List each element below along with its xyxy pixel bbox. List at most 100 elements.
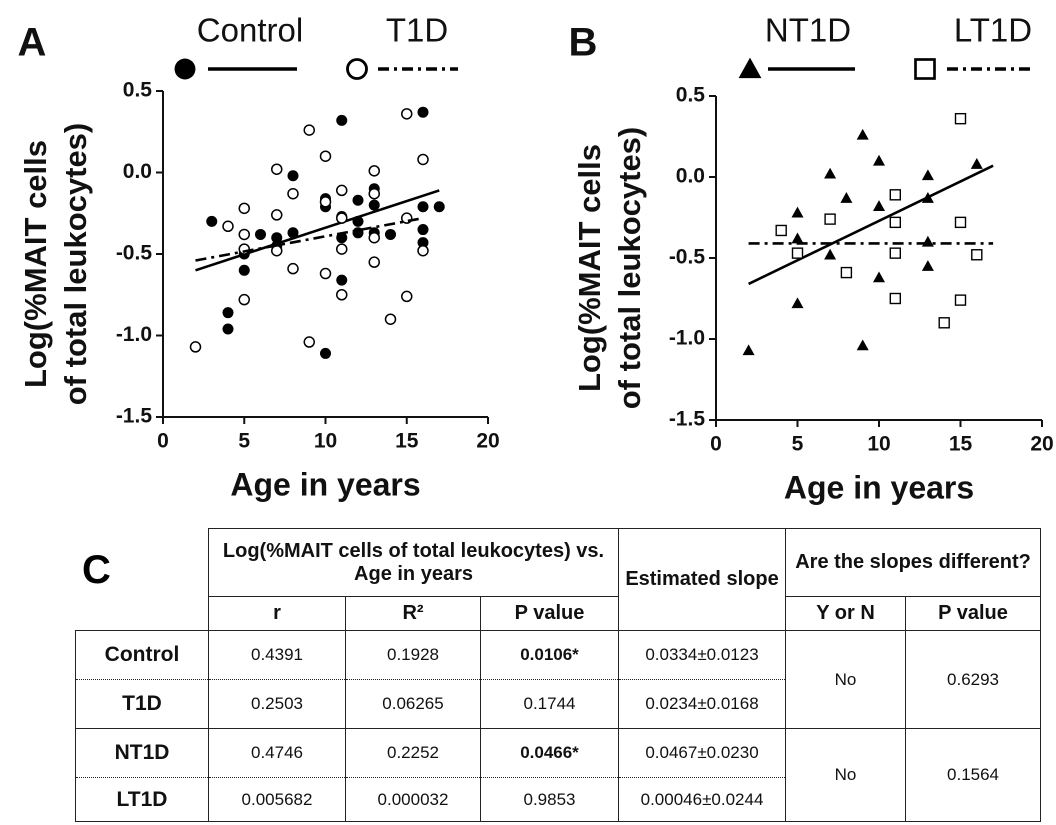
- data-point: [824, 167, 837, 179]
- data-point: [368, 199, 380, 211]
- data-point: [856, 128, 869, 140]
- y-tick-label: -1.0: [669, 327, 705, 350]
- x-tick-label: 15: [395, 430, 419, 453]
- table-row: Control 0.4391 0.1928 0.0106* 0.0334±0.0123 N…: [75, 630, 1042, 729]
- table-cell: 0.00046±0.0244: [618, 777, 787, 822]
- table-header: Log(%MAIT cells of total leukocytes) vs.…: [207, 528, 620, 597]
- data-point: [889, 247, 901, 259]
- data-point: [824, 248, 837, 260]
- data-point: [238, 293, 250, 306]
- data-point: [319, 267, 332, 280]
- table-cell: 0.4391: [208, 630, 346, 680]
- table-row: NT1D 0.4746 0.2252 0.0466* 0.0467±0.0230 No 0.…: [75, 728, 1042, 822]
- data-point: [336, 114, 348, 126]
- data-point: [238, 228, 250, 241]
- data-point: [824, 213, 836, 225]
- table-row: T1D 0.2503 0.06265 0.1744 0.0234±0.0168: [75, 679, 1041, 729]
- data-point: [840, 266, 853, 279]
- data-point: [319, 150, 332, 162]
- y-tick-label: -1.0: [116, 323, 152, 346]
- panel-label: C: [82, 548, 111, 592]
- data-point: [352, 194, 364, 206]
- data-point: [417, 237, 429, 249]
- table-header: P value: [905, 596, 1042, 631]
- data-point: [873, 271, 885, 283]
- legend-marker: [346, 58, 368, 80]
- data-point: [775, 224, 787, 237]
- y-tick-label: 0.0: [676, 165, 705, 188]
- y-tick-label: -1.5: [669, 408, 706, 431]
- table-cell: 0.4746: [208, 728, 346, 778]
- data-point: [384, 313, 397, 325]
- data-point: [742, 344, 755, 356]
- data-point: [938, 317, 950, 329]
- y-tick-label: 0.5: [123, 79, 153, 102]
- table-header: Are the slopes different?: [785, 528, 1042, 597]
- table-cell: 0.0234±0.0168: [618, 679, 787, 729]
- data-point: [303, 336, 315, 348]
- table-cell: 0.1564: [905, 728, 1042, 822]
- data-point: [791, 232, 804, 244]
- table-header: Estimated slope: [618, 528, 787, 631]
- table-cell: 0.9853: [479, 777, 620, 822]
- x-tick-label: 5: [238, 430, 250, 453]
- data-point: [336, 212, 348, 224]
- data-point: [271, 163, 283, 175]
- table-header: NT1D: [75, 728, 209, 778]
- legend-marker: [914, 58, 936, 80]
- y-tick-label: -0.5: [669, 246, 706, 269]
- data-point: [856, 339, 869, 351]
- legend-label: Control: [197, 12, 303, 49]
- data-point: [303, 124, 315, 136]
- table-header: Control: [75, 630, 209, 680]
- data-point: [336, 184, 348, 197]
- data-point: [401, 290, 413, 303]
- data-point: [287, 262, 299, 275]
- data-point: [433, 201, 445, 213]
- data-point: [954, 294, 967, 306]
- data-point: [417, 224, 429, 236]
- table-cell: 0.1928: [345, 630, 481, 680]
- data-point: [385, 228, 396, 240]
- x-tick-label: 0: [157, 430, 169, 453]
- data-point: [336, 243, 348, 255]
- table-cell: No: [785, 728, 907, 822]
- data-point: [889, 189, 901, 201]
- stats-table: Log(%MAIT cells of total leukocytes) vs.…: [75, 528, 1042, 822]
- table-cell: 0.1744: [479, 679, 620, 729]
- table-cell: 0.0106*: [479, 630, 620, 680]
- data-point: [954, 112, 967, 125]
- data-point: [873, 154, 885, 166]
- data-point: [222, 220, 234, 233]
- data-point: [417, 153, 429, 166]
- data-point: [319, 196, 332, 208]
- legend-marker: [174, 58, 196, 80]
- data-point: [336, 289, 348, 301]
- data-point: [921, 169, 934, 181]
- y-axis-label: of total leukocytes): [612, 127, 647, 410]
- data-point: [238, 264, 250, 276]
- x-tick-label: 0: [710, 433, 722, 456]
- table-header: P value: [479, 596, 620, 631]
- data-point: [336, 274, 348, 286]
- panel-label: A: [18, 21, 47, 65]
- table-header: r: [208, 596, 346, 631]
- y-axis-label: of total leukocytes): [58, 123, 93, 406]
- data-point: [791, 297, 804, 309]
- table-cell: [76, 529, 209, 631]
- legend-marker: [738, 57, 762, 79]
- table-cell: 0.2252: [345, 728, 481, 778]
- legend-label: T1D: [386, 12, 448, 49]
- table-cell: 0.2503: [208, 679, 346, 729]
- y-tick-label: 0.5: [676, 84, 706, 107]
- data-point: [206, 215, 218, 227]
- data-point: [222, 323, 234, 335]
- data-point: [189, 341, 202, 353]
- table-header: R²: [345, 596, 481, 631]
- data-point: [791, 247, 804, 259]
- data-point: [287, 170, 299, 182]
- data-point: [791, 206, 804, 218]
